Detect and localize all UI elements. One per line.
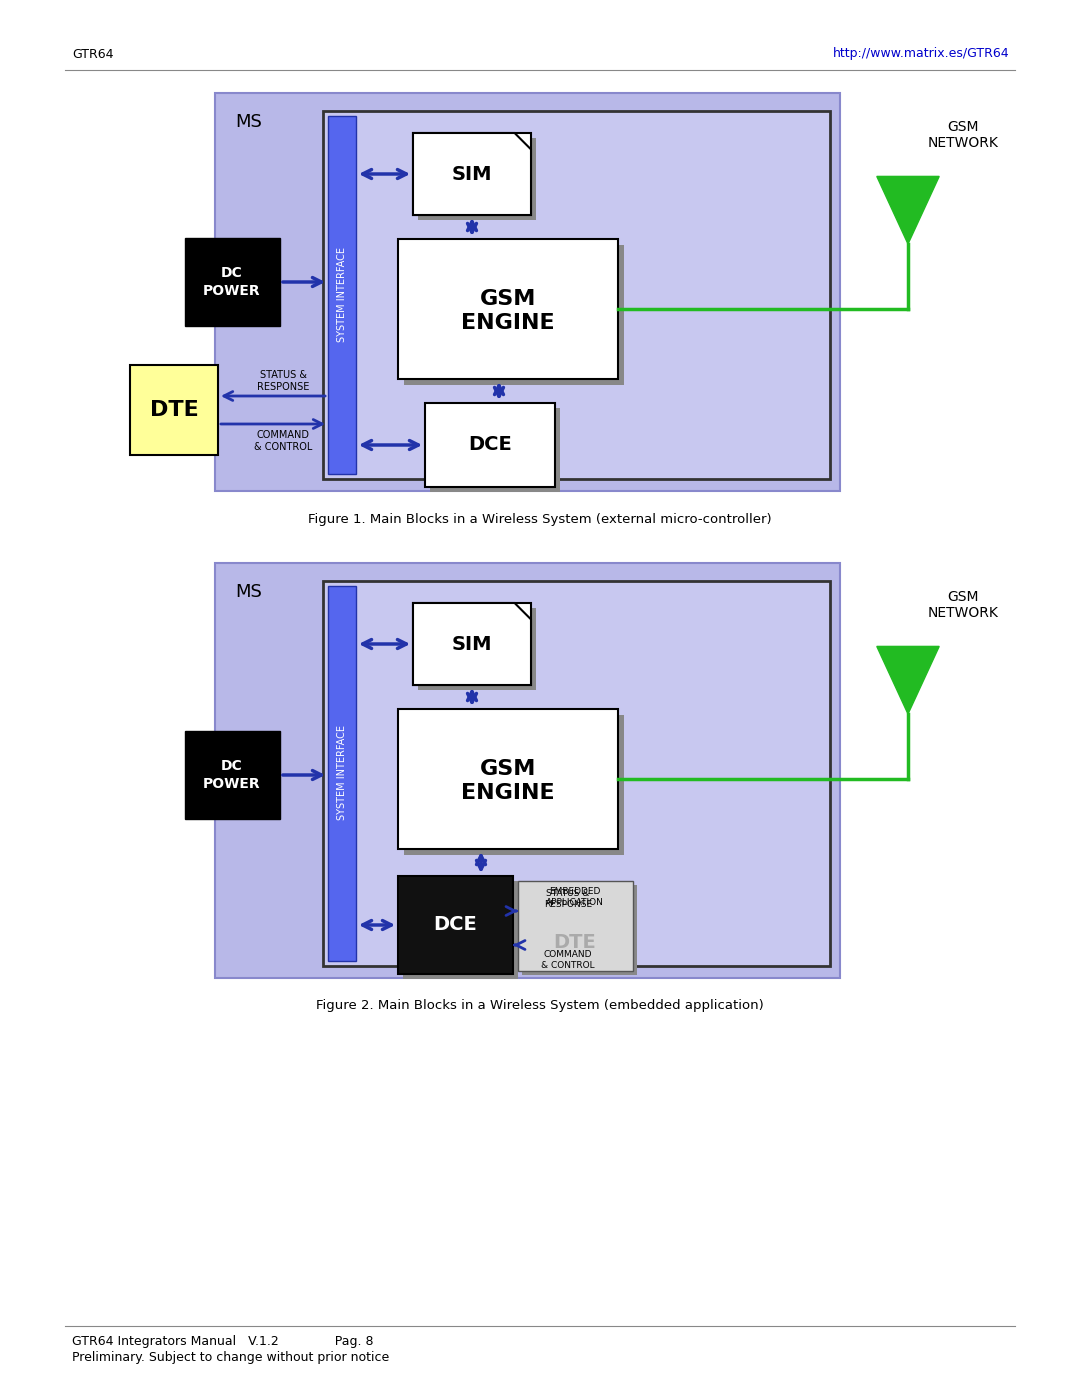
Bar — [399, 710, 618, 849]
Text: MS: MS — [235, 583, 261, 601]
Text: Preliminary. Subject to change without prior notice: Preliminary. Subject to change without p… — [72, 1351, 389, 1365]
Bar — [413, 133, 531, 215]
Text: MS: MS — [235, 113, 261, 131]
Text: POWER: POWER — [203, 777, 260, 791]
Bar — [413, 604, 531, 685]
Bar — [215, 563, 840, 978]
Text: COMMAND
& CONTROL: COMMAND & CONTROL — [254, 430, 312, 451]
Text: POWER: POWER — [203, 284, 260, 298]
Text: SIM: SIM — [451, 634, 492, 654]
Bar — [130, 365, 218, 455]
Bar — [328, 585, 356, 961]
Text: GSM: GSM — [480, 759, 536, 780]
Bar — [399, 876, 513, 974]
Text: SYSTEM INTERFACE: SYSTEM INTERFACE — [337, 725, 347, 820]
Text: GSM: GSM — [480, 289, 536, 309]
Text: Figure 2. Main Blocks in a Wireless System (embedded application): Figure 2. Main Blocks in a Wireless Syst… — [316, 999, 764, 1013]
Bar — [418, 608, 536, 690]
Bar — [323, 581, 831, 965]
Text: GSM
NETWORK: GSM NETWORK — [928, 590, 998, 620]
Bar — [430, 408, 561, 492]
Bar — [323, 110, 831, 479]
Text: COMMAND
& CONTROL: COMMAND & CONTROL — [541, 950, 595, 970]
Bar — [403, 882, 518, 979]
Bar — [426, 402, 555, 488]
Text: DC: DC — [221, 265, 243, 279]
Text: DTE: DTE — [150, 400, 199, 420]
Text: ENGINE: ENGINE — [461, 782, 555, 803]
Text: GTR64 Integrators Manual   V.1.2              Pag. 8: GTR64 Integrators Manual V.1.2 Pag. 8 — [72, 1334, 374, 1348]
Polygon shape — [877, 176, 940, 244]
Text: GTR64: GTR64 — [72, 47, 113, 60]
Text: STATUS &
RESPONSE: STATUS & RESPONSE — [257, 370, 309, 391]
Polygon shape — [877, 647, 940, 714]
Text: GSM
NETWORK: GSM NETWORK — [928, 120, 998, 149]
Bar — [404, 715, 624, 855]
Text: STATUS &
RESPONSE: STATUS & RESPONSE — [544, 890, 592, 908]
Text: SIM: SIM — [451, 165, 492, 183]
Polygon shape — [413, 604, 531, 685]
Polygon shape — [413, 133, 531, 215]
Bar — [404, 244, 624, 386]
Text: ENGINE: ENGINE — [461, 313, 555, 332]
Bar — [518, 882, 633, 971]
Text: SYSTEM INTERFACE: SYSTEM INTERFACE — [337, 247, 347, 342]
Bar — [185, 237, 280, 326]
Bar — [522, 886, 637, 975]
Bar — [185, 731, 280, 819]
Bar — [399, 239, 618, 379]
Text: http://www.matrix.es/GTR64: http://www.matrix.es/GTR64 — [834, 47, 1010, 60]
Text: EMBEDDED
APPLICATION: EMBEDDED APPLICATION — [546, 887, 604, 907]
Bar — [215, 94, 840, 490]
Bar — [418, 138, 536, 219]
Bar — [328, 116, 356, 474]
Text: DTE: DTE — [554, 933, 596, 951]
Text: Figure 1. Main Blocks in a Wireless System (external micro-controller): Figure 1. Main Blocks in a Wireless Syst… — [308, 513, 772, 525]
Text: DC: DC — [221, 759, 243, 773]
Text: DCE: DCE — [433, 915, 477, 935]
Text: DCE: DCE — [468, 436, 512, 454]
